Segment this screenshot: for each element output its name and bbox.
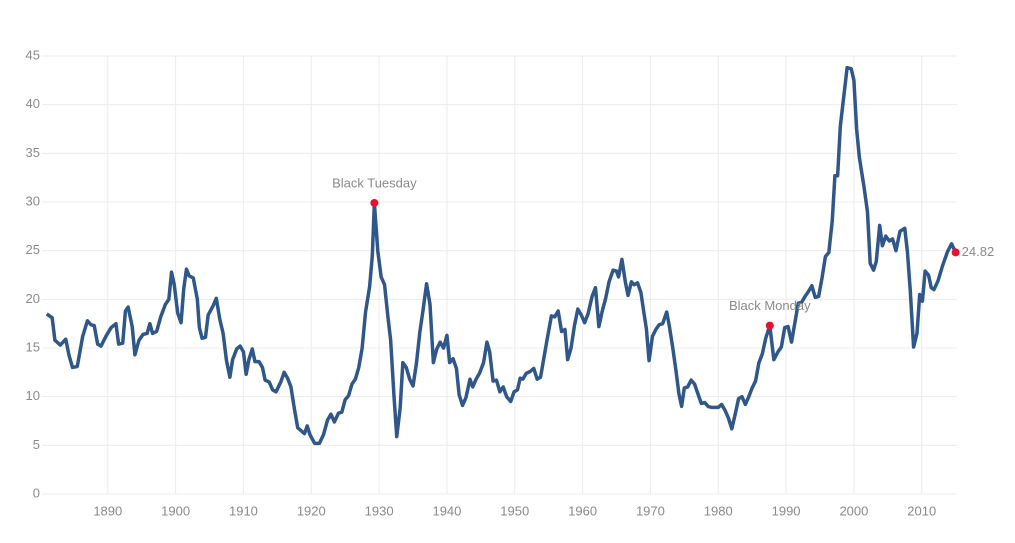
x-tick-label: 1980: [704, 503, 733, 518]
x-tick-label: 1910: [229, 503, 258, 518]
x-tick-label: 1960: [568, 503, 597, 518]
x-tick-label: 1970: [636, 503, 665, 518]
y-tick-label: 15: [26, 339, 40, 354]
annotation-label: Black Monday: [729, 298, 811, 313]
x-tick-label: 1890: [93, 503, 122, 518]
annotation-label: 24.82: [962, 244, 995, 259]
y-tick-label: 45: [26, 47, 40, 62]
data-line: [45, 65, 958, 446]
x-tick-label: 2000: [839, 503, 868, 518]
y-tick-label: 30: [26, 193, 40, 208]
x-tick-label: 1920: [297, 503, 326, 518]
x-tick-label: 2010: [907, 503, 936, 518]
x-tick-label: 1930: [365, 503, 394, 518]
y-tick-label: 20: [26, 291, 40, 306]
annotation-label: Black Tuesday: [332, 175, 417, 190]
x-tick-label: 1990: [772, 503, 801, 518]
x-tick-label: 1940: [432, 503, 461, 518]
y-tick-label: 10: [26, 388, 40, 403]
annotation-marker: [370, 198, 379, 207]
annotation-marker: [765, 321, 774, 330]
x-tick-label: 1900: [161, 503, 190, 518]
y-tick-label: 35: [26, 145, 40, 160]
annotation-marker: [951, 248, 960, 257]
x-tick-label: 1950: [500, 503, 529, 518]
y-tick-label: 40: [26, 96, 40, 111]
y-tick-label: 5: [33, 437, 40, 452]
y-tick-label: 0: [33, 485, 40, 500]
y-tick-label: 25: [26, 242, 40, 257]
